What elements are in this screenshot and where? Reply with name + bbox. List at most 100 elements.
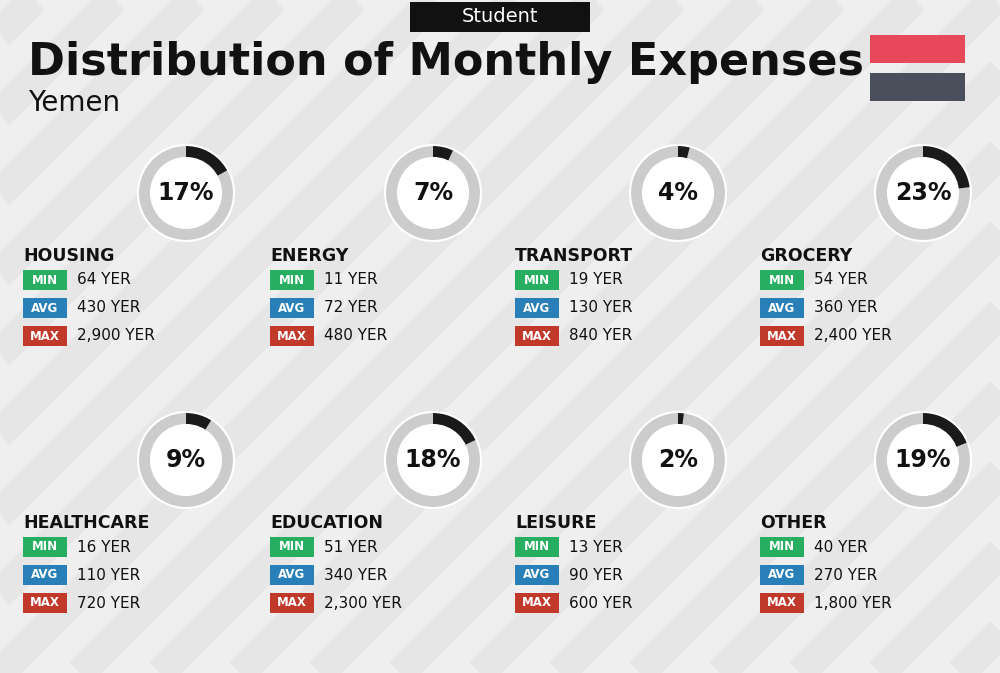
- Text: 2,900 YER: 2,900 YER: [77, 328, 155, 343]
- FancyBboxPatch shape: [515, 565, 559, 585]
- Wedge shape: [138, 145, 234, 241]
- FancyBboxPatch shape: [270, 270, 314, 290]
- Text: 72 YER: 72 YER: [324, 301, 378, 316]
- Wedge shape: [875, 412, 971, 508]
- Text: MIN: MIN: [32, 540, 58, 553]
- FancyBboxPatch shape: [515, 537, 559, 557]
- FancyBboxPatch shape: [23, 298, 67, 318]
- FancyBboxPatch shape: [870, 73, 965, 101]
- Text: 17%: 17%: [158, 181, 214, 205]
- Text: 9%: 9%: [166, 448, 206, 472]
- Text: MAX: MAX: [30, 330, 60, 343]
- FancyBboxPatch shape: [270, 537, 314, 557]
- Text: LEISURE: LEISURE: [515, 514, 596, 532]
- FancyBboxPatch shape: [760, 298, 804, 318]
- Text: Yemen: Yemen: [28, 89, 120, 117]
- Text: 51 YER: 51 YER: [324, 540, 378, 555]
- FancyBboxPatch shape: [23, 537, 67, 557]
- FancyBboxPatch shape: [515, 593, 559, 613]
- FancyBboxPatch shape: [23, 593, 67, 613]
- Text: HOUSING: HOUSING: [23, 247, 114, 265]
- FancyBboxPatch shape: [760, 537, 804, 557]
- Wedge shape: [433, 145, 453, 162]
- Text: 54 YER: 54 YER: [814, 273, 868, 287]
- Wedge shape: [923, 145, 971, 188]
- Text: AVG: AVG: [523, 569, 551, 581]
- Text: 19%: 19%: [895, 448, 951, 472]
- Text: 13 YER: 13 YER: [569, 540, 623, 555]
- Text: 2%: 2%: [658, 448, 698, 472]
- Text: 1,800 YER: 1,800 YER: [814, 596, 892, 610]
- Text: MIN: MIN: [279, 273, 305, 287]
- Text: MAX: MAX: [522, 330, 552, 343]
- Text: 2,400 YER: 2,400 YER: [814, 328, 892, 343]
- Text: AVG: AVG: [31, 302, 59, 314]
- Text: 7%: 7%: [413, 181, 453, 205]
- FancyBboxPatch shape: [760, 565, 804, 585]
- FancyBboxPatch shape: [515, 326, 559, 346]
- Wedge shape: [385, 412, 481, 508]
- Circle shape: [643, 425, 713, 495]
- Wedge shape: [678, 145, 690, 159]
- FancyBboxPatch shape: [270, 298, 314, 318]
- Wedge shape: [875, 145, 971, 241]
- Wedge shape: [385, 145, 481, 241]
- FancyBboxPatch shape: [270, 593, 314, 613]
- FancyBboxPatch shape: [270, 565, 314, 585]
- Text: MAX: MAX: [277, 330, 307, 343]
- Text: GROCERY: GROCERY: [760, 247, 852, 265]
- FancyBboxPatch shape: [515, 270, 559, 290]
- Text: 16 YER: 16 YER: [77, 540, 131, 555]
- Text: MAX: MAX: [277, 596, 307, 610]
- Text: MIN: MIN: [769, 540, 795, 553]
- Wedge shape: [630, 412, 726, 508]
- Text: 360 YER: 360 YER: [814, 301, 878, 316]
- Text: AVG: AVG: [31, 569, 59, 581]
- Circle shape: [888, 158, 958, 228]
- Text: MIN: MIN: [279, 540, 305, 553]
- FancyBboxPatch shape: [760, 593, 804, 613]
- Text: MIN: MIN: [32, 273, 58, 287]
- Text: MIN: MIN: [769, 273, 795, 287]
- Wedge shape: [186, 412, 212, 431]
- Text: OTHER: OTHER: [760, 514, 827, 532]
- Text: 64 YER: 64 YER: [77, 273, 131, 287]
- Wedge shape: [138, 412, 234, 508]
- FancyBboxPatch shape: [760, 270, 804, 290]
- Text: TRANSPORT: TRANSPORT: [515, 247, 633, 265]
- Circle shape: [888, 425, 958, 495]
- Text: 23%: 23%: [895, 181, 951, 205]
- Circle shape: [398, 158, 468, 228]
- Circle shape: [151, 158, 221, 228]
- Text: 430 YER: 430 YER: [77, 301, 140, 316]
- Text: 90 YER: 90 YER: [569, 567, 623, 583]
- Circle shape: [151, 425, 221, 495]
- Text: MAX: MAX: [30, 596, 60, 610]
- Text: AVG: AVG: [768, 302, 796, 314]
- FancyBboxPatch shape: [870, 35, 965, 63]
- Text: 2,300 YER: 2,300 YER: [324, 596, 402, 610]
- Wedge shape: [678, 412, 684, 425]
- FancyBboxPatch shape: [23, 326, 67, 346]
- Text: MIN: MIN: [524, 540, 550, 553]
- Wedge shape: [433, 412, 476, 445]
- Text: 40 YER: 40 YER: [814, 540, 868, 555]
- Text: 19 YER: 19 YER: [569, 273, 623, 287]
- Text: AVG: AVG: [278, 569, 306, 581]
- Text: MAX: MAX: [522, 596, 552, 610]
- Text: 270 YER: 270 YER: [814, 567, 877, 583]
- Wedge shape: [923, 412, 968, 447]
- Text: AVG: AVG: [523, 302, 551, 314]
- Text: Student: Student: [462, 7, 538, 26]
- Text: 720 YER: 720 YER: [77, 596, 140, 610]
- Text: MAX: MAX: [767, 596, 797, 610]
- Text: MAX: MAX: [767, 330, 797, 343]
- Wedge shape: [630, 145, 726, 241]
- Text: 600 YER: 600 YER: [569, 596, 632, 610]
- Wedge shape: [186, 145, 228, 176]
- FancyBboxPatch shape: [410, 2, 590, 32]
- Text: AVG: AVG: [278, 302, 306, 314]
- Text: HEALTHCARE: HEALTHCARE: [23, 514, 149, 532]
- Text: ENERGY: ENERGY: [270, 247, 348, 265]
- FancyBboxPatch shape: [270, 326, 314, 346]
